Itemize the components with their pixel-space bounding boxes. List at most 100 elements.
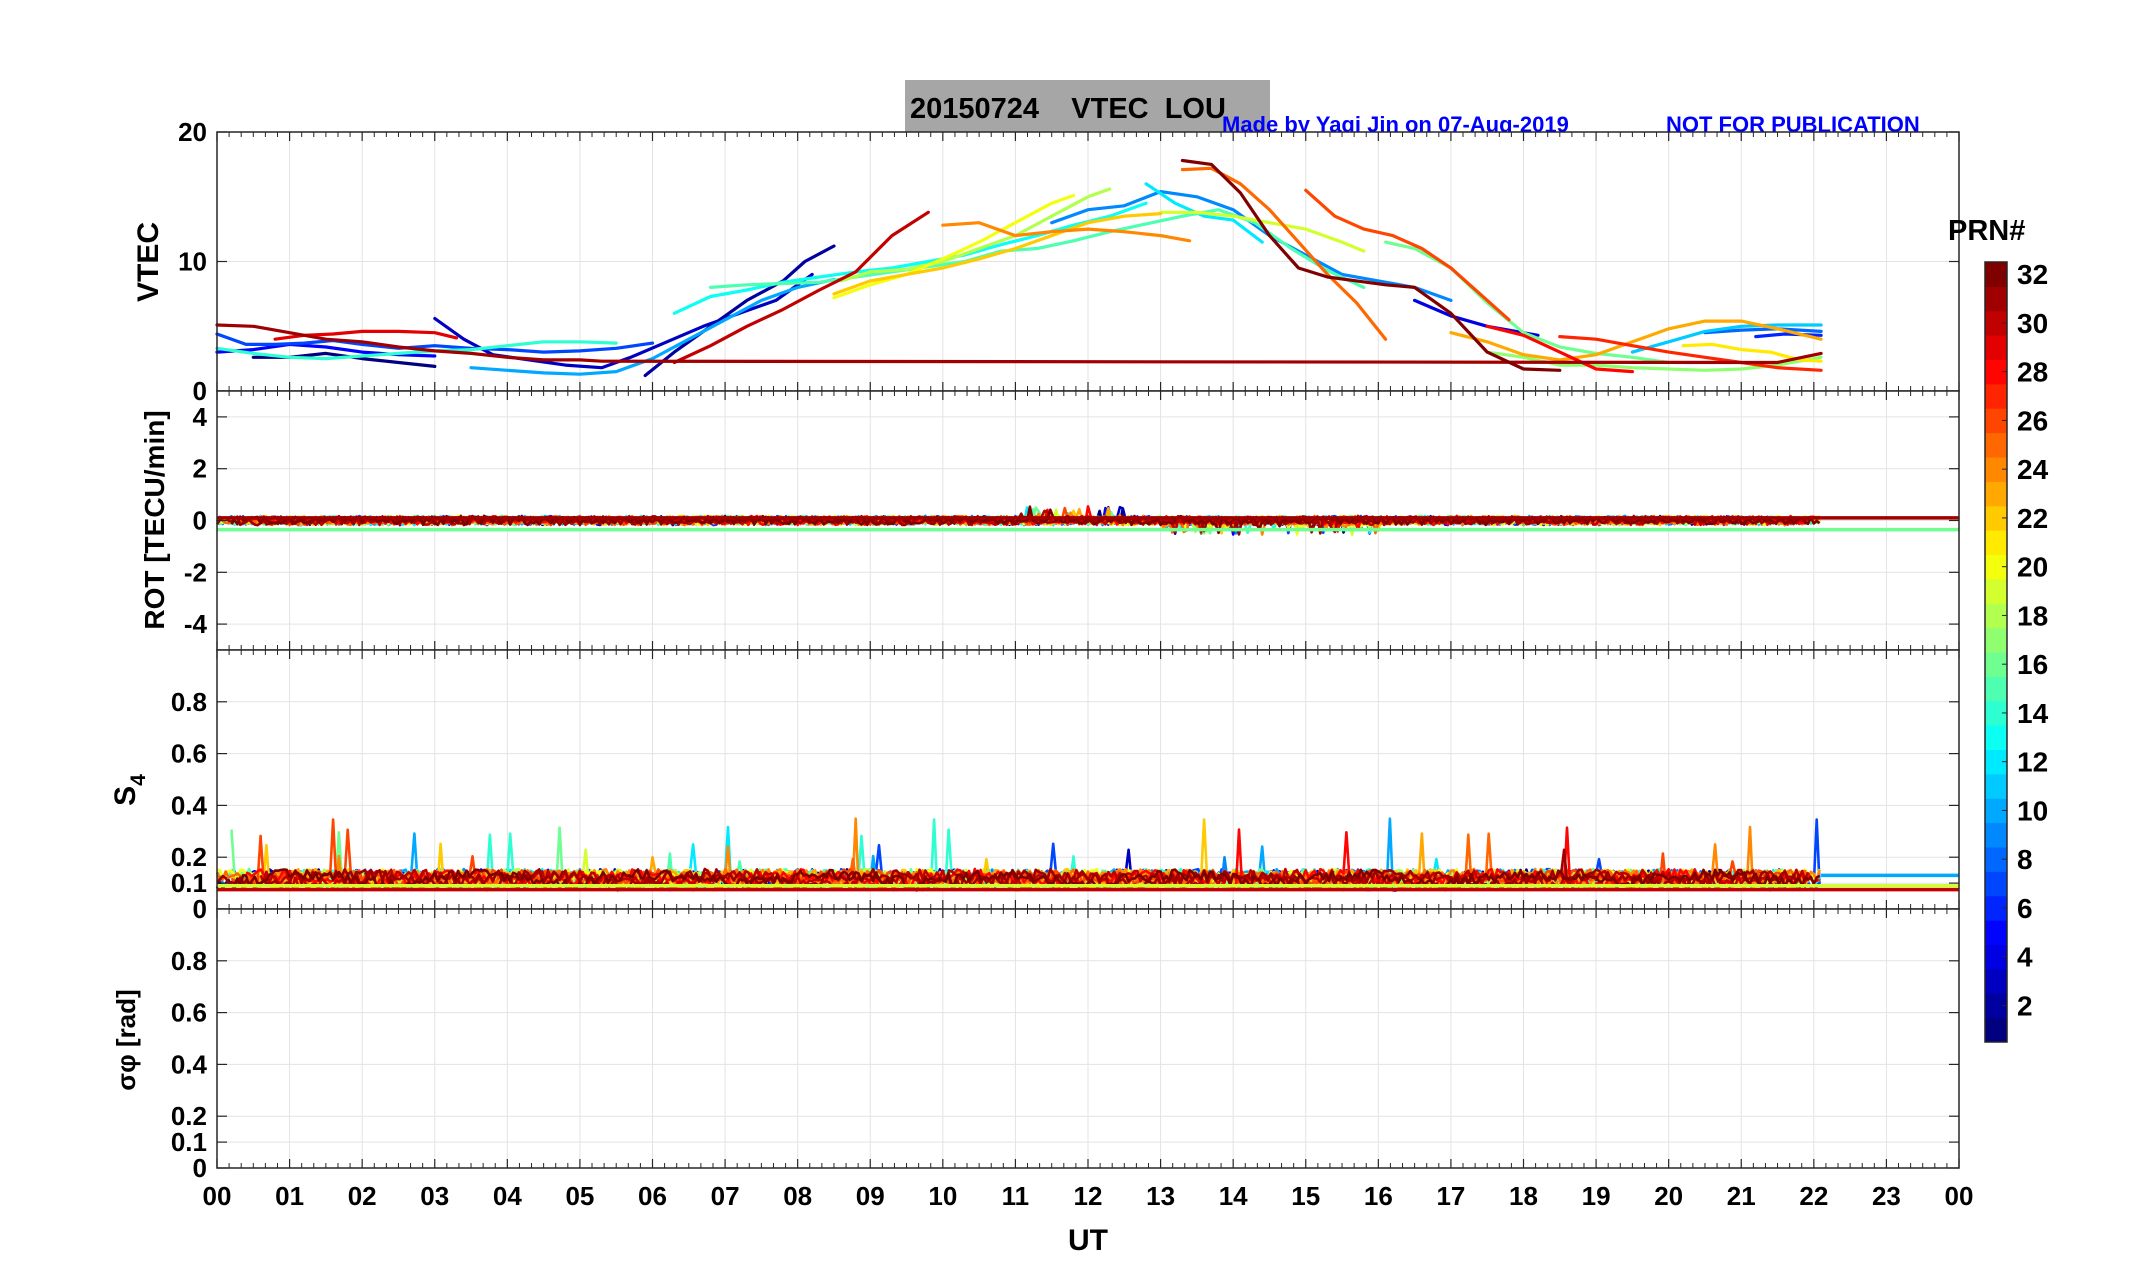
x-tick-label: 05 xyxy=(565,1181,594,1211)
vtec-series-prn-4 xyxy=(1412,298,1540,337)
colorbar-cell xyxy=(1985,676,2007,702)
x-tick-label: 00 xyxy=(203,1181,232,1211)
vtec-series-prn-31 xyxy=(215,323,1823,365)
y-tick-label: 20 xyxy=(178,117,207,147)
vtec-series-prn-28 xyxy=(1485,324,1635,374)
panel-s4-data xyxy=(215,817,1959,892)
x-tick-label: 18 xyxy=(1509,1181,1538,1211)
x-tick-label: 14 xyxy=(1219,1181,1248,1211)
y-tick-label: 0.4 xyxy=(171,790,208,820)
colorbar-tick-label: 8 xyxy=(2017,844,2033,875)
colorbar-cell xyxy=(1985,920,2007,945)
y-tick-label: 0 xyxy=(193,506,207,536)
x-tick-label: 07 xyxy=(711,1181,740,1211)
vtec-series-prn-10 xyxy=(469,278,836,376)
colorbar-cell xyxy=(1985,262,2007,287)
y-tick-label: 10 xyxy=(178,247,207,277)
colorbar-cell xyxy=(1985,457,2007,482)
y-tick-label: 0.1 xyxy=(171,1127,207,1157)
y-tick-label: 0.4 xyxy=(171,1049,208,1079)
colorbar-cell xyxy=(1985,700,2007,726)
x-tick-label: 09 xyxy=(856,1181,885,1211)
colorbar-cell xyxy=(1985,968,2007,994)
colorbar-cell xyxy=(1985,798,2007,824)
colorbar-cell xyxy=(1985,652,2007,677)
x-tick-label: 11 xyxy=(1002,1181,1030,1211)
vtec-series-prn-27 xyxy=(1558,335,1823,372)
x-tick-label: 22 xyxy=(1799,1181,1828,1211)
vtec-series-prn-26 xyxy=(1304,188,1511,322)
x-tick-label: 01 xyxy=(275,1181,304,1211)
colorbar-tick-label: 24 xyxy=(2017,454,2049,485)
vtec-series-prn-30 xyxy=(672,210,930,365)
colorbar-tick-label: 26 xyxy=(2017,405,2048,436)
colorbar-tick-label: 10 xyxy=(2017,795,2048,826)
y-tick-label: 0.6 xyxy=(171,739,207,769)
colorbar-tick-label: 4 xyxy=(2017,942,2033,973)
colorbar-cell xyxy=(1985,773,2007,799)
colorbar-cell xyxy=(1985,505,2007,531)
panel-vtec: 0 10 20 VTEC xyxy=(132,117,1960,406)
y-tick-label: -2 xyxy=(184,557,207,587)
x-tick-label: 15 xyxy=(1291,1181,1320,1211)
x-tick-labels: 00 01 02 03 04 05 06 07 08 09 10 11 12 13 14 15 16 17 18 19… xyxy=(203,1181,1974,1211)
panel-s4-ylabel: S4 xyxy=(109,774,150,806)
x-tick-label: 06 xyxy=(638,1181,667,1211)
colorbar-tick-label: 18 xyxy=(2017,600,2048,631)
colorbar-cell xyxy=(1985,944,2007,970)
y-tick-label: 0.1 xyxy=(171,868,207,898)
vtec-series-prn-15 xyxy=(708,208,1366,289)
colorbar-cell xyxy=(1985,481,2007,507)
vtec-series-prn-7 xyxy=(215,332,655,354)
panel-sigma-phi-ylabel: σφ [rad] xyxy=(111,989,141,1090)
title-box xyxy=(905,80,1270,134)
x-tick-label: 17 xyxy=(1436,1181,1465,1211)
plot-title: 20150724 VTEC LOU xyxy=(910,93,1226,125)
y-tick-label: 4 xyxy=(193,402,208,432)
panel-s4: 00.10.2 0.4 0.6 0.8 S4 xyxy=(109,649,1960,924)
vtec-series-prn-16 xyxy=(1383,240,1671,365)
x-tick-label: 10 xyxy=(928,1181,957,1211)
colorbar-cell xyxy=(1985,310,2007,336)
vtec-series-prn-18 xyxy=(839,187,1112,283)
x-tick-label: 00 xyxy=(1945,1181,1974,1211)
colorbar-cell xyxy=(1985,578,2007,604)
colorbar-cell xyxy=(1985,871,2007,897)
x-tick-label: 12 xyxy=(1074,1181,1103,1211)
colorbar-cell xyxy=(1985,383,2007,409)
panel-vtec-ylabel: VTEC xyxy=(132,222,165,302)
colorbar-cell xyxy=(1985,554,2007,580)
y-tick-label: 0.2 xyxy=(171,842,207,872)
colorbar-cell xyxy=(1985,286,2007,312)
colorbar-cell xyxy=(1985,1017,2007,1043)
y-tick-label: 0.2 xyxy=(171,1101,207,1131)
x-tick-label: 02 xyxy=(348,1181,377,1211)
x-tick-label: 19 xyxy=(1582,1181,1611,1211)
colorbar-cell xyxy=(1985,432,2007,458)
y-tick-label: 2 xyxy=(193,454,207,484)
x-tick-label: 20 xyxy=(1654,1181,1683,1211)
panel-rot-data xyxy=(215,505,1959,537)
vtec-series-prn-8 xyxy=(1703,327,1823,335)
colorbar-tick-label: 2 xyxy=(2017,990,2033,1021)
colorbar-gradient xyxy=(1985,262,2007,1043)
colorbar-tick-label: 32 xyxy=(2017,259,2048,290)
s4-series-prn-31 xyxy=(216,848,1801,892)
x-tick-label: 21 xyxy=(1727,1181,1756,1211)
vtec-series-prn-23 xyxy=(1449,319,1823,362)
panel-sigma-phi-ticks: 00.10.2 0.4 0.6 0.8 xyxy=(171,909,1960,1183)
x-axis-label: UT xyxy=(1068,1224,1108,1257)
panel-rot-ylabel: ROT [TECU/min] xyxy=(139,410,170,629)
colorbar-tick-label: 30 xyxy=(2017,308,2048,339)
y-tick-label: -4 xyxy=(184,609,208,639)
y-tick-label: 0.6 xyxy=(171,998,207,1028)
x-tick-label: 04 xyxy=(493,1181,522,1211)
y-tick-label: 0.8 xyxy=(171,687,207,717)
s4-series-prn-32 xyxy=(230,868,1821,892)
vtec-series-prn-11 xyxy=(1630,323,1823,354)
panel-rot-ticks: -4 -2 0 2 4 xyxy=(184,391,1960,650)
vtec-series-prn-12 xyxy=(1144,182,1264,244)
panel-vtec-data xyxy=(215,158,1823,378)
y-tick-label: 0 xyxy=(193,1153,207,1183)
